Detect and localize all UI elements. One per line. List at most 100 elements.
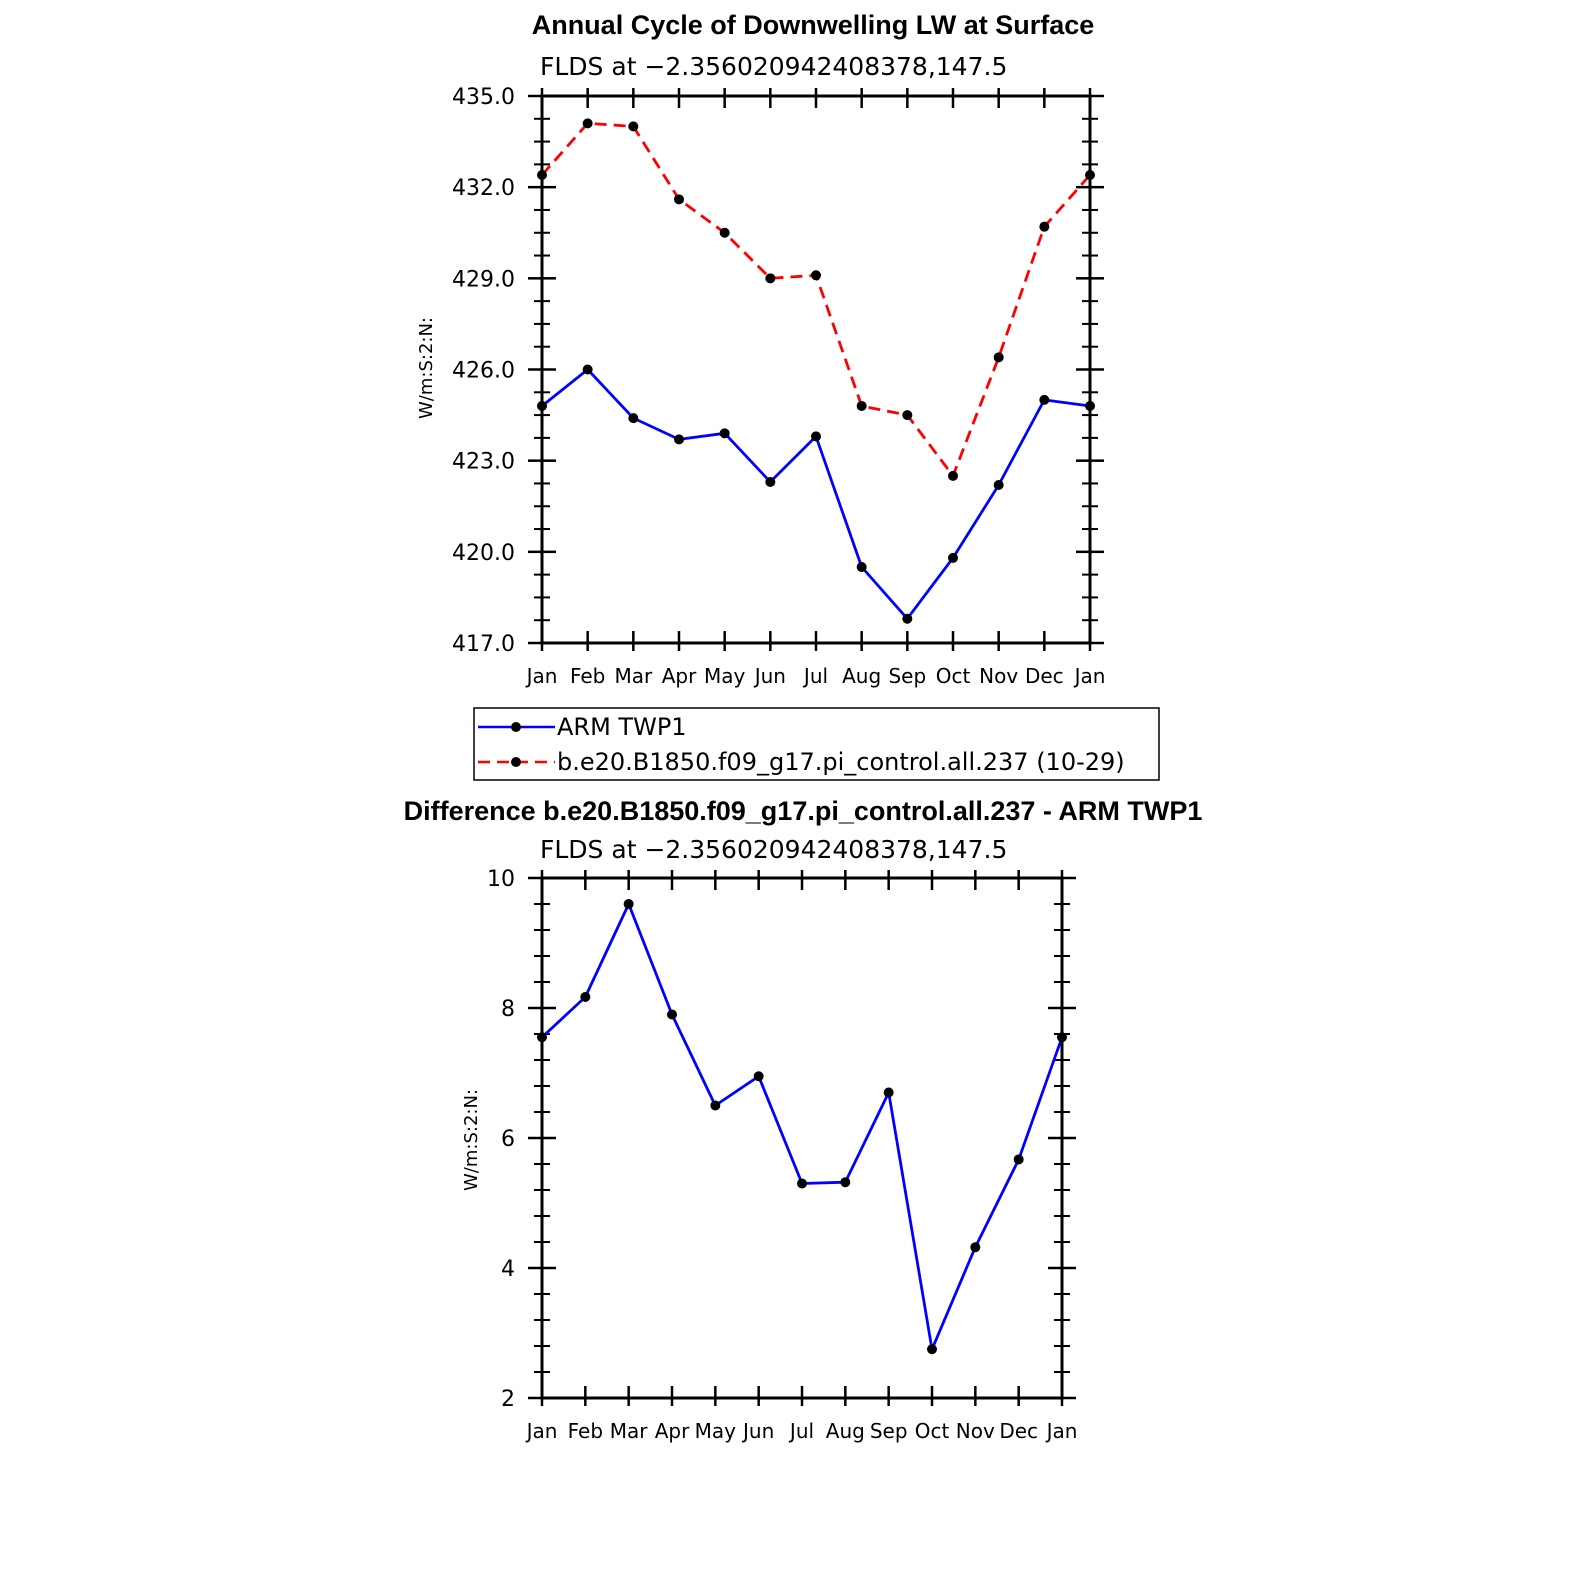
data-point bbox=[840, 1177, 851, 1188]
y-tick-label: 8 bbox=[501, 997, 515, 1022]
plot-area: Jan Feb Mar Apr May Jun Jul Aug Sep Oct Nov Dec Jan 4… bbox=[452, 85, 1105, 688]
legend-swatch-marker bbox=[511, 722, 521, 732]
data-point bbox=[582, 118, 593, 129]
data-point bbox=[719, 227, 730, 238]
plot-area: Jan Feb Mar Apr May Jun Jul Aug Sep Oct Nov Dec Jan 2… bbox=[487, 867, 1077, 1443]
x-tick-label: Oct bbox=[936, 664, 971, 688]
x-tick-label: Sep bbox=[888, 664, 926, 688]
x-tick-label: Jun bbox=[741, 1419, 774, 1443]
x-tick-label: Nov bbox=[956, 1419, 995, 1443]
y-tick-label: 423.0 bbox=[452, 450, 515, 475]
series-line-1 bbox=[540, 121, 1092, 478]
data-point bbox=[628, 413, 639, 424]
y-tick-label: 429.0 bbox=[452, 267, 515, 292]
data-point bbox=[883, 1087, 894, 1098]
series-line-0 bbox=[541, 368, 1091, 621]
data-point bbox=[1039, 394, 1050, 405]
y-axis-label: W/m:S:2:N: bbox=[416, 317, 437, 419]
y-tick-label: 417.0 bbox=[452, 632, 515, 657]
data-point bbox=[902, 613, 913, 624]
x-tick-label: May bbox=[695, 1419, 737, 1443]
data-point bbox=[537, 1032, 547, 1043]
x-tick-label: Dec bbox=[999, 1419, 1038, 1443]
data-point bbox=[674, 434, 684, 445]
series-line-0 bbox=[541, 902, 1064, 1351]
data-point bbox=[1057, 1032, 1067, 1043]
y-tick-label: 2 bbox=[501, 1387, 515, 1412]
data-point bbox=[811, 270, 821, 281]
data-point bbox=[580, 991, 591, 1002]
y-tick-label: 4 bbox=[501, 1257, 515, 1282]
x-tick-label: Jul bbox=[788, 1419, 814, 1443]
y-tick-label: 10 bbox=[487, 867, 515, 892]
data-point bbox=[582, 364, 593, 375]
legend-entry-obs: ARM TWP1 bbox=[478, 713, 687, 741]
x-tick-label: Jun bbox=[753, 664, 786, 688]
data-point bbox=[710, 1100, 721, 1111]
data-point bbox=[623, 899, 634, 909]
annual-cycle-chart: Annual Cycle of Downwelling LW at Surfac… bbox=[416, 10, 1105, 688]
chart-title: Annual Cycle of Downwelling LW at Surfac… bbox=[532, 10, 1095, 40]
y-tick-label: 420.0 bbox=[452, 541, 515, 566]
data-point bbox=[1085, 170, 1095, 181]
x-tick-label: Feb bbox=[570, 664, 605, 688]
data-point bbox=[797, 1178, 807, 1189]
legend-label: ARM TWP1 bbox=[557, 713, 687, 741]
data-point bbox=[993, 352, 1004, 363]
legend-entry-model: b.e20.B1850.f09_g17.pi_control.all.237 (… bbox=[478, 748, 1125, 776]
y-tick-label: 435.0 bbox=[452, 85, 515, 110]
x-tick-label: Jan bbox=[525, 664, 558, 688]
x-tick-label: Feb bbox=[568, 1419, 603, 1443]
plot-frame bbox=[540, 94, 1092, 645]
x-tick-label: Jan bbox=[1045, 1419, 1078, 1443]
legend-box bbox=[473, 707, 1160, 781]
data-point bbox=[902, 410, 913, 421]
data-point bbox=[856, 562, 867, 573]
x-tick-label: Mar bbox=[614, 664, 653, 688]
x-tick-label: Apr bbox=[662, 664, 697, 688]
x-tick-label: Nov bbox=[979, 664, 1018, 688]
x-tick-label: May bbox=[704, 664, 746, 688]
data-point bbox=[719, 428, 730, 439]
x-tick-label: Aug bbox=[842, 664, 881, 688]
data-point bbox=[753, 1071, 764, 1082]
data-point bbox=[537, 400, 547, 411]
legend-swatch-marker bbox=[511, 757, 521, 767]
data-point bbox=[948, 552, 958, 563]
y-axis-label: W/m:S:2:N: bbox=[461, 1089, 482, 1191]
data-point bbox=[970, 1242, 981, 1253]
data-point bbox=[765, 476, 776, 487]
x-tick-label: Oct bbox=[915, 1419, 950, 1443]
chart-subtitle: FLDS at −2.356020942408378,147.5 bbox=[540, 52, 1007, 81]
y-tick-label: 432.0 bbox=[452, 176, 515, 201]
x-tick-label: Apr bbox=[655, 1419, 690, 1443]
data-point bbox=[856, 400, 867, 411]
data-point bbox=[667, 1009, 677, 1020]
data-point bbox=[927, 1344, 937, 1355]
difference-chart: Difference b.e20.B1850.f09_g17.pi_contro… bbox=[404, 796, 1203, 1443]
x-tick-label: Dec bbox=[1025, 664, 1064, 688]
plot-frame bbox=[540, 876, 1064, 1400]
y-tick-label: 6 bbox=[501, 1127, 515, 1152]
data-point bbox=[1085, 400, 1095, 411]
x-tick-label: Aug bbox=[826, 1419, 865, 1443]
data-point bbox=[993, 479, 1004, 490]
data-point bbox=[765, 273, 776, 284]
x-tick-label: Jan bbox=[1073, 664, 1106, 688]
legend-label: b.e20.B1850.f09_g17.pi_control.all.237 (… bbox=[557, 748, 1125, 776]
chart-subtitle: FLDS at −2.356020942408378,147.5 bbox=[540, 835, 1007, 864]
x-tick-label: Mar bbox=[610, 1419, 649, 1443]
data-point bbox=[628, 121, 639, 132]
y-tick-label: 426.0 bbox=[452, 359, 515, 384]
chart-title: Difference b.e20.B1850.f09_g17.pi_contro… bbox=[404, 796, 1203, 826]
data-point bbox=[1039, 221, 1050, 232]
legend: ARM TWP1 b.e20.B1850.f09_g17.pi_control.… bbox=[473, 707, 1160, 781]
data-point bbox=[811, 431, 821, 442]
data-point bbox=[1013, 1154, 1024, 1165]
x-tick-label: Jul bbox=[802, 664, 828, 688]
x-tick-label: Jan bbox=[525, 1419, 558, 1443]
data-point bbox=[674, 194, 684, 205]
x-tick-label: Sep bbox=[870, 1419, 908, 1443]
data-point bbox=[948, 470, 958, 481]
